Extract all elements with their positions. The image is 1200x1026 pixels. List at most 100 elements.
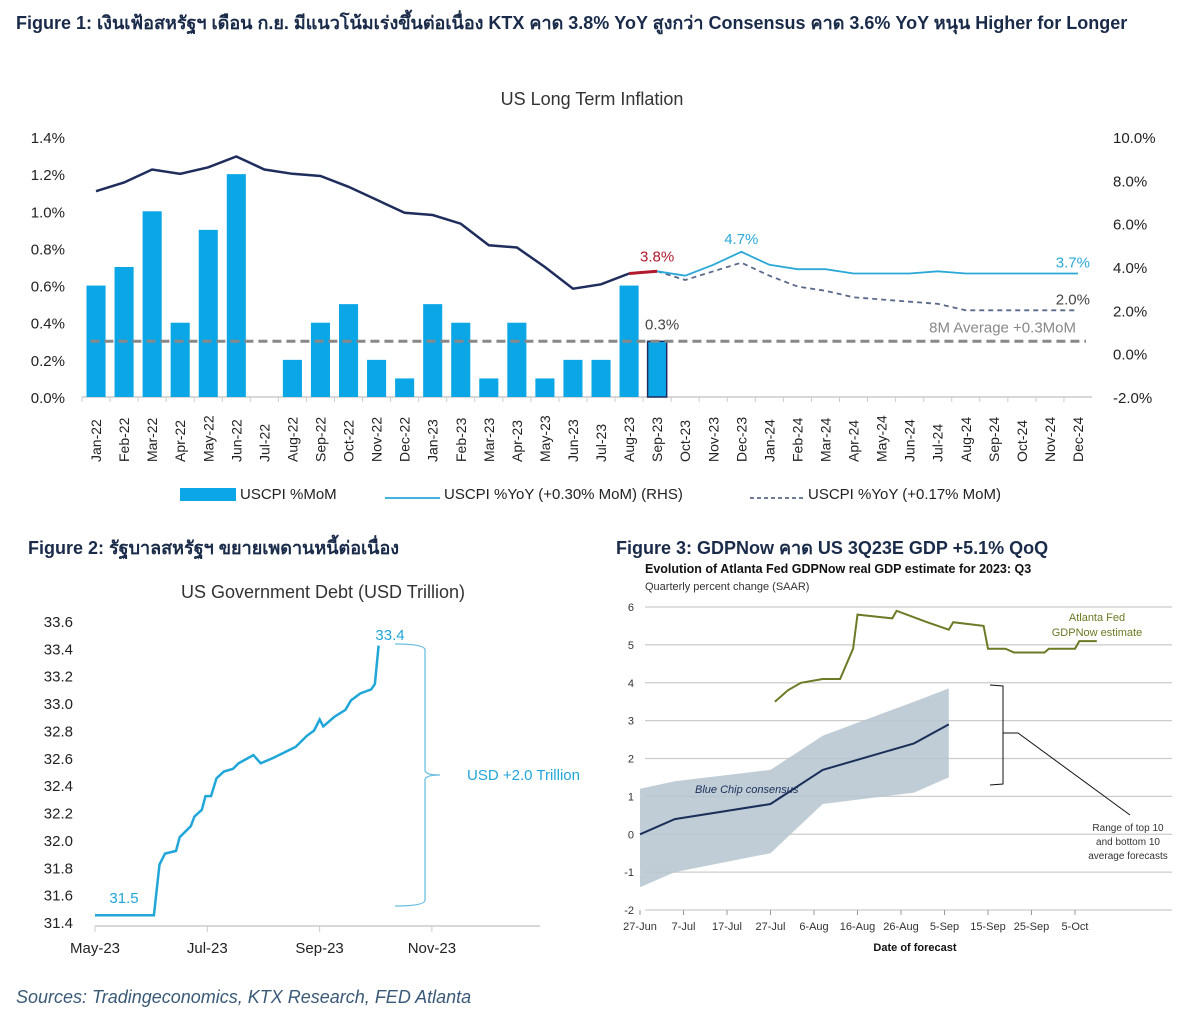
x-tick-label: Jun-23 xyxy=(565,419,581,462)
x-tick-label: 6-Aug xyxy=(799,921,828,933)
y-tick-label: 1 xyxy=(628,791,634,803)
x-tick-label: 25-Sep xyxy=(1014,921,1049,933)
gdpnow-line xyxy=(774,609,1097,703)
chart1-title: US Long Term Inflation xyxy=(501,89,684,109)
x-tick-label: Jul-22 xyxy=(256,424,272,462)
x-tick-label: Sep-22 xyxy=(312,417,328,462)
y-tick-label: -2 xyxy=(624,905,634,917)
sep23-highlight-segment xyxy=(628,269,658,275)
yoy-history-line xyxy=(95,155,630,291)
bar-Jun-22 xyxy=(226,174,246,397)
y-tick-label: -1 xyxy=(624,867,634,879)
right-tick-label: -2.0% xyxy=(1113,390,1152,407)
end-value-label: 33.4 xyxy=(375,627,404,644)
bluechip-line xyxy=(639,723,950,836)
right-tick-label: 6.0% xyxy=(1113,217,1147,234)
x-tick-label: Jan-23 xyxy=(425,419,441,462)
yoy-forecast-017-line xyxy=(656,261,1078,312)
x-tick-label: Sep-23 xyxy=(649,417,665,462)
y-tick-label: 33.4 xyxy=(44,641,73,658)
chart2-title: US Government Debt (USD Trillion) xyxy=(181,582,465,602)
left-tick-label: 0.2% xyxy=(31,353,65,370)
bar-Nov-22 xyxy=(367,359,387,397)
x-tick-label: Jan-24 xyxy=(761,419,777,462)
bar-May-23 xyxy=(535,378,555,397)
bar-Sep-22 xyxy=(310,322,331,397)
x-tick-label: Apr-23 xyxy=(509,420,525,462)
y-tick-label: 32.2 xyxy=(44,806,73,823)
gdpnow-label-2: GDPNow estimate xyxy=(1052,627,1142,639)
x-tick-label: 16-Aug xyxy=(840,921,875,933)
x-tick-label: 5-Sep xyxy=(930,921,959,933)
y-tick-label: 31.6 xyxy=(44,888,73,905)
dec23-yoy-label: 4.7% xyxy=(724,231,758,248)
x-tick-label: 5-Oct xyxy=(1062,921,1089,933)
bar-Jul-23 xyxy=(591,359,611,397)
right-tick-label: 0.0% xyxy=(1113,347,1147,364)
range-label-3: average forecasts xyxy=(1088,851,1168,862)
y-tick-label: 33.2 xyxy=(44,669,73,686)
chart3-xlabel: Date of forecast xyxy=(873,942,956,954)
x-tick-label: Nov-23 xyxy=(705,417,721,462)
y-tick-label: 2 xyxy=(628,754,634,766)
x-tick-label: Aug-23 xyxy=(621,417,637,462)
y-tick-label: 33.0 xyxy=(44,696,73,713)
x-tick-label: Jun-22 xyxy=(228,419,244,462)
legend-dashed-label: USCPI %YoY (+0.17% MoM) xyxy=(808,486,1001,503)
chart3-title: Evolution of Atlanta Fed GDPNow real GDP… xyxy=(645,562,1031,576)
bluechip-label: Blue Chip consensus xyxy=(695,784,799,796)
y-tick-label: 32.8 xyxy=(44,723,73,740)
legend-solid-label: USCPI %YoY (+0.30% MoM) (RHS) xyxy=(444,486,683,503)
x-tick-label: Dec-22 xyxy=(397,417,413,462)
x-tick-label: Nov-24 xyxy=(1042,417,1058,462)
bar-Feb-23 xyxy=(451,322,471,397)
x-tick-label: May-22 xyxy=(200,415,216,462)
dec24-dashed-label: 2.0% xyxy=(1056,291,1090,308)
left-tick-label: 1.0% xyxy=(31,204,65,221)
x-tick-label: May-24 xyxy=(874,415,890,462)
x-tick-label: Mar-23 xyxy=(481,417,497,462)
bar-Feb-22 xyxy=(114,267,134,397)
x-tick-label: Jul-23 xyxy=(593,424,609,462)
y-tick-label: 32.0 xyxy=(44,833,73,850)
left-tick-label: 1.4% xyxy=(31,130,65,147)
y-tick-label: 6 xyxy=(628,602,634,614)
start-value-label: 31.5 xyxy=(109,890,138,907)
bar-Sep-23 xyxy=(646,340,668,398)
x-tick-label: 27-Jul xyxy=(756,921,786,933)
gdpnow-label-1: Atlanta Fed xyxy=(1069,612,1125,624)
left-tick-label: 0.6% xyxy=(31,279,65,296)
x-tick-label: May-23 xyxy=(537,415,553,462)
x-tick-label: Feb-23 xyxy=(453,417,469,462)
chart3-ylabel: Quarterly percent change (SAAR) xyxy=(645,581,809,593)
bar-May-22 xyxy=(198,229,218,397)
bar-Apr-22 xyxy=(170,322,190,397)
right-tick-label: 2.0% xyxy=(1113,303,1147,320)
bar-Dec-22 xyxy=(395,378,415,397)
y-tick-label: 3 xyxy=(628,716,634,728)
y-tick-label: 31.8 xyxy=(44,860,73,877)
sep23-yoy-label: 3.8% xyxy=(640,248,674,265)
bar-Apr-23 xyxy=(507,322,527,397)
range-label-1: Range of top 10 xyxy=(1092,823,1164,834)
y-tick-label: 33.6 xyxy=(44,614,73,631)
x-tick-label: Mar-22 xyxy=(144,417,160,462)
x-tick-label: Jan-22 xyxy=(88,419,104,462)
x-tick-label: Mar-24 xyxy=(817,417,833,462)
x-tick-label: Sep-24 xyxy=(986,417,1002,462)
y-tick-label: 32.6 xyxy=(44,751,73,768)
range-label-2: and bottom 10 xyxy=(1096,837,1160,848)
right-tick-label: 8.0% xyxy=(1113,173,1147,190)
x-tick-label: Dec-23 xyxy=(733,417,749,462)
x-tick-label: 26-Aug xyxy=(883,921,918,933)
average-label: 8M Average +0.3MoM xyxy=(929,319,1076,336)
sep23-mom-label: 0.3% xyxy=(645,316,679,333)
x-tick-label: Jul-23 xyxy=(187,940,228,957)
bar-Mar-22 xyxy=(142,211,162,397)
y-tick-label: 5 xyxy=(628,640,634,652)
x-tick-label: 7-Jul xyxy=(672,921,696,933)
bar-Mar-23 xyxy=(479,378,499,397)
dec24-solid-label: 3.7% xyxy=(1056,255,1090,272)
debt-line xyxy=(95,645,380,917)
